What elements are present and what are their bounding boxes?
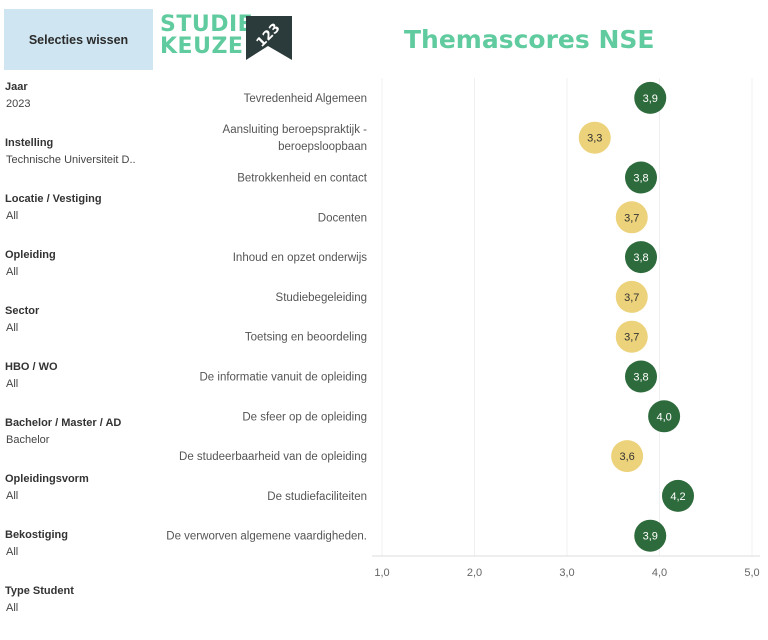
category-label: Betrokkenheid en contact [237, 173, 368, 185]
filter-value[interactable]: All [6, 490, 19, 502]
filter-label: Instelling [5, 137, 54, 149]
filter-locatie-vestiging[interactable]: Locatie / Vestiging All [5, 192, 155, 248]
filter-opleidingsvorm[interactable]: Opleidingsvorm All [5, 472, 155, 528]
filter-panel: Jaar 2023 Instelling Technische Universitei… [5, 80, 155, 640]
filter-value[interactable]: 2023 [6, 98, 31, 110]
filter-value[interactable]: Technische Universiteit D.. [6, 154, 136, 166]
score-label: 3,3 [587, 133, 602, 145]
filter-hbo-wo[interactable]: HBO / WO All [5, 360, 155, 416]
score-point [662, 479, 694, 512]
score-point [615, 320, 648, 353]
score-point [625, 161, 657, 194]
score-label: 3,8 [633, 252, 648, 264]
x-tick-label: 4,0 [652, 567, 667, 579]
theme-scores-chart: 1,0 2,0 3,0 4,0 5,0 Tevredenheid Algemeen 3,9 A… [166, 78, 760, 579]
category-label: Inhoud en opzet onderwijs [233, 252, 368, 264]
score-label: 3,9 [643, 93, 658, 105]
category-label: Docenten [318, 212, 367, 224]
filter-instelling[interactable]: Instelling Technische Universiteit D.. [5, 136, 155, 192]
logo-line-1: STUDIE [160, 12, 254, 37]
score-label: 3,8 [633, 173, 648, 185]
filter-opleiding[interactable]: Opleiding All [5, 248, 155, 304]
filter-type-student[interactable]: Type Student All [5, 584, 155, 640]
filter-value[interactable]: All [6, 378, 19, 390]
score-point [625, 241, 657, 274]
filter-value[interactable]: All [6, 210, 19, 222]
score-label: 3,7 [624, 212, 639, 224]
category-label: De studiefaciliteiten [267, 491, 367, 503]
filter-value[interactable]: All [6, 322, 19, 334]
score-point [611, 440, 644, 473]
clear-selections-button[interactable]: Selecties wissen [4, 9, 153, 70]
filter-label: Locatie / Vestiging [5, 193, 102, 205]
filter-label: Bachelor / Master / AD [5, 417, 122, 429]
score-label: 3,7 [624, 292, 639, 304]
category-label: Tevredenheid Algemeen [244, 93, 367, 105]
filter-value[interactable]: All [6, 266, 19, 278]
score-point [648, 400, 681, 433]
score-point [625, 360, 657, 393]
filter-jaar[interactable]: Jaar 2023 [5, 80, 155, 136]
filter-value[interactable]: All [6, 602, 19, 614]
score-label: 3,7 [624, 332, 639, 344]
filter-bekostiging[interactable]: Bekostiging All [5, 528, 155, 584]
filter-label: Type Student [5, 585, 74, 597]
score-label: 4,0 [656, 411, 671, 423]
filter-label: Bekostiging [5, 529, 68, 541]
filter-label: Opleiding [5, 249, 56, 261]
category-label: beroepsloopbaan [278, 141, 367, 153]
category-label: De informatie vanuit de opleiding [200, 372, 368, 384]
score-point [615, 280, 648, 313]
category-label: De studeerbaarheid van de opleiding [179, 451, 367, 463]
filter-label: Sector [5, 305, 40, 317]
filter-label: Opleidingsvorm [5, 473, 89, 485]
filter-bachelor-master-ad[interactable]: Bachelor / Master / AD Bachelor [5, 416, 155, 472]
filter-label: Jaar [5, 81, 28, 93]
x-tick-label: 2,0 [467, 567, 482, 579]
filter-sector[interactable]: Sector All [5, 304, 155, 360]
x-tick-label: 5,0 [744, 567, 759, 579]
page-title: Themascores NSE [404, 25, 655, 54]
filter-value[interactable]: Bachelor [6, 434, 50, 446]
filter-label: HBO / WO [5, 361, 58, 373]
logo-line-2: KEUZE [160, 34, 244, 59]
category-label: Studiebegeleiding [276, 292, 367, 304]
category-label: Toetsing en beoordeling [245, 332, 367, 344]
score-label: 3,6 [619, 451, 634, 463]
score-point [615, 201, 648, 234]
x-tick-label: 3,0 [559, 567, 574, 579]
category-label: Aansluiting beroepspraktijk - [223, 124, 368, 136]
score-label: 4,2 [670, 491, 685, 503]
score-point [634, 519, 667, 552]
filter-value[interactable]: All [6, 546, 19, 558]
category-label: De verworven algemene vaardigheden. [166, 531, 367, 543]
category-label: De sfeer op de opleiding [242, 411, 367, 423]
x-tick-label: 1,0 [374, 567, 389, 579]
score-label: 3,8 [633, 372, 648, 384]
score-label: 3,9 [643, 531, 658, 543]
studiekeuze-logo: STUDIE KEUZE 123 [160, 14, 292, 64]
score-point [578, 121, 611, 154]
score-point [634, 81, 667, 114]
logo-badge-icon: 123 [246, 16, 292, 60]
